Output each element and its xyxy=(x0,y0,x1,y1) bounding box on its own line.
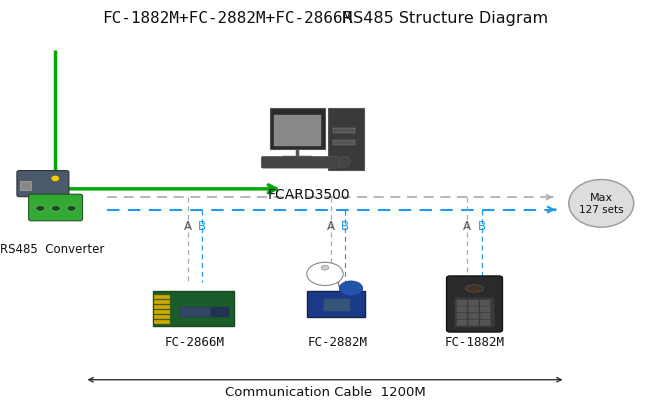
FancyBboxPatch shape xyxy=(469,313,478,319)
FancyBboxPatch shape xyxy=(447,276,502,332)
FancyBboxPatch shape xyxy=(17,171,69,197)
Circle shape xyxy=(36,205,45,211)
FancyBboxPatch shape xyxy=(455,298,494,327)
Circle shape xyxy=(307,262,343,286)
Text: FC-1882M+FC-2882M+FC-2866M: FC-1882M+FC-2882M+FC-2866M xyxy=(102,11,352,26)
FancyBboxPatch shape xyxy=(480,307,490,312)
FancyBboxPatch shape xyxy=(154,320,170,324)
FancyBboxPatch shape xyxy=(274,115,321,146)
FancyBboxPatch shape xyxy=(261,156,340,168)
FancyBboxPatch shape xyxy=(324,299,350,311)
FancyBboxPatch shape xyxy=(270,108,325,149)
FancyBboxPatch shape xyxy=(211,307,229,317)
Text: FCARD3500: FCARD3500 xyxy=(267,188,350,202)
Text: A: A xyxy=(463,220,471,233)
Circle shape xyxy=(52,176,58,181)
Text: RS485 Structure Diagram: RS485 Structure Diagram xyxy=(342,11,549,26)
Circle shape xyxy=(51,205,60,211)
Ellipse shape xyxy=(569,179,634,227)
FancyBboxPatch shape xyxy=(480,300,490,305)
FancyBboxPatch shape xyxy=(333,128,355,133)
Ellipse shape xyxy=(339,156,350,167)
FancyBboxPatch shape xyxy=(328,108,364,170)
Circle shape xyxy=(339,281,363,296)
FancyBboxPatch shape xyxy=(457,313,467,319)
FancyBboxPatch shape xyxy=(179,307,211,317)
FancyBboxPatch shape xyxy=(154,315,170,319)
Text: FC-2866M: FC-2866M xyxy=(165,336,225,349)
FancyBboxPatch shape xyxy=(469,300,478,305)
FancyBboxPatch shape xyxy=(307,290,365,317)
FancyBboxPatch shape xyxy=(457,307,467,312)
FancyBboxPatch shape xyxy=(154,295,170,299)
FancyBboxPatch shape xyxy=(154,310,170,314)
FancyBboxPatch shape xyxy=(480,313,490,319)
Text: B: B xyxy=(341,220,349,233)
Text: B: B xyxy=(198,220,206,233)
FancyBboxPatch shape xyxy=(469,307,478,312)
Text: FC-1882M: FC-1882M xyxy=(445,336,504,349)
FancyBboxPatch shape xyxy=(153,290,234,326)
Text: RS485  Converter: RS485 Converter xyxy=(0,242,104,256)
FancyBboxPatch shape xyxy=(154,300,170,304)
FancyBboxPatch shape xyxy=(29,194,83,221)
Text: 127 sets: 127 sets xyxy=(579,205,623,215)
Text: A: A xyxy=(184,220,192,233)
FancyBboxPatch shape xyxy=(457,320,467,325)
FancyBboxPatch shape xyxy=(457,300,467,305)
Ellipse shape xyxy=(465,285,484,292)
Text: Max: Max xyxy=(590,193,613,203)
FancyBboxPatch shape xyxy=(333,140,355,145)
Text: A: A xyxy=(327,220,335,233)
FancyBboxPatch shape xyxy=(469,320,478,325)
FancyBboxPatch shape xyxy=(20,181,31,190)
Text: FC-2882M: FC-2882M xyxy=(308,336,368,349)
FancyBboxPatch shape xyxy=(154,305,170,309)
FancyBboxPatch shape xyxy=(480,320,490,325)
Text: Communication Cable  1200M: Communication Cable 1200M xyxy=(225,386,425,399)
Circle shape xyxy=(67,205,76,211)
Text: B: B xyxy=(478,220,486,233)
Circle shape xyxy=(321,265,329,270)
